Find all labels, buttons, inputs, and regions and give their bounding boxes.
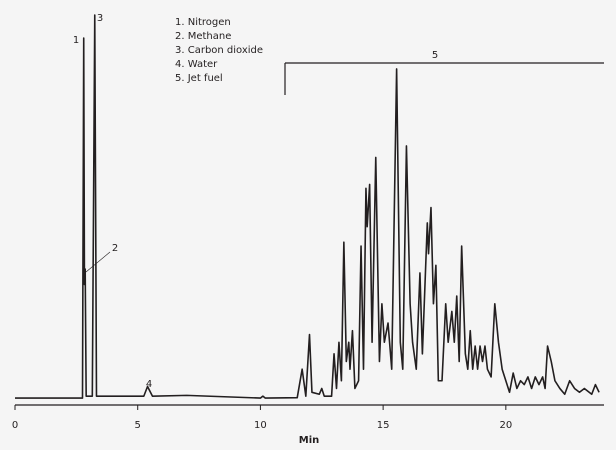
legend-item: 5. Jet fuel [175, 73, 223, 84]
trace [15, 14, 600, 399]
legend-item: 2. Methane [175, 31, 231, 42]
x-tick-label: 15 [377, 420, 390, 431]
x-tick-label: 0 [12, 420, 18, 431]
peak-label: 4 [146, 379, 152, 390]
legend-item: 1. Nitrogen [175, 17, 231, 28]
peak-label: 1 [73, 35, 79, 46]
x-tick-label: 10 [254, 420, 267, 431]
peak-label: 2 [112, 243, 118, 254]
x-tick-label: 20 [499, 420, 512, 431]
leader-line [85, 251, 111, 273]
legend-item: 3. Carbon dioxide [175, 45, 263, 56]
legend-item: 4. Water [175, 59, 218, 70]
peak-label: 5 [432, 50, 438, 61]
x-tick-label: 5 [135, 420, 141, 431]
x-axis-label: Min [299, 435, 320, 446]
peak-label: 3 [97, 13, 103, 24]
